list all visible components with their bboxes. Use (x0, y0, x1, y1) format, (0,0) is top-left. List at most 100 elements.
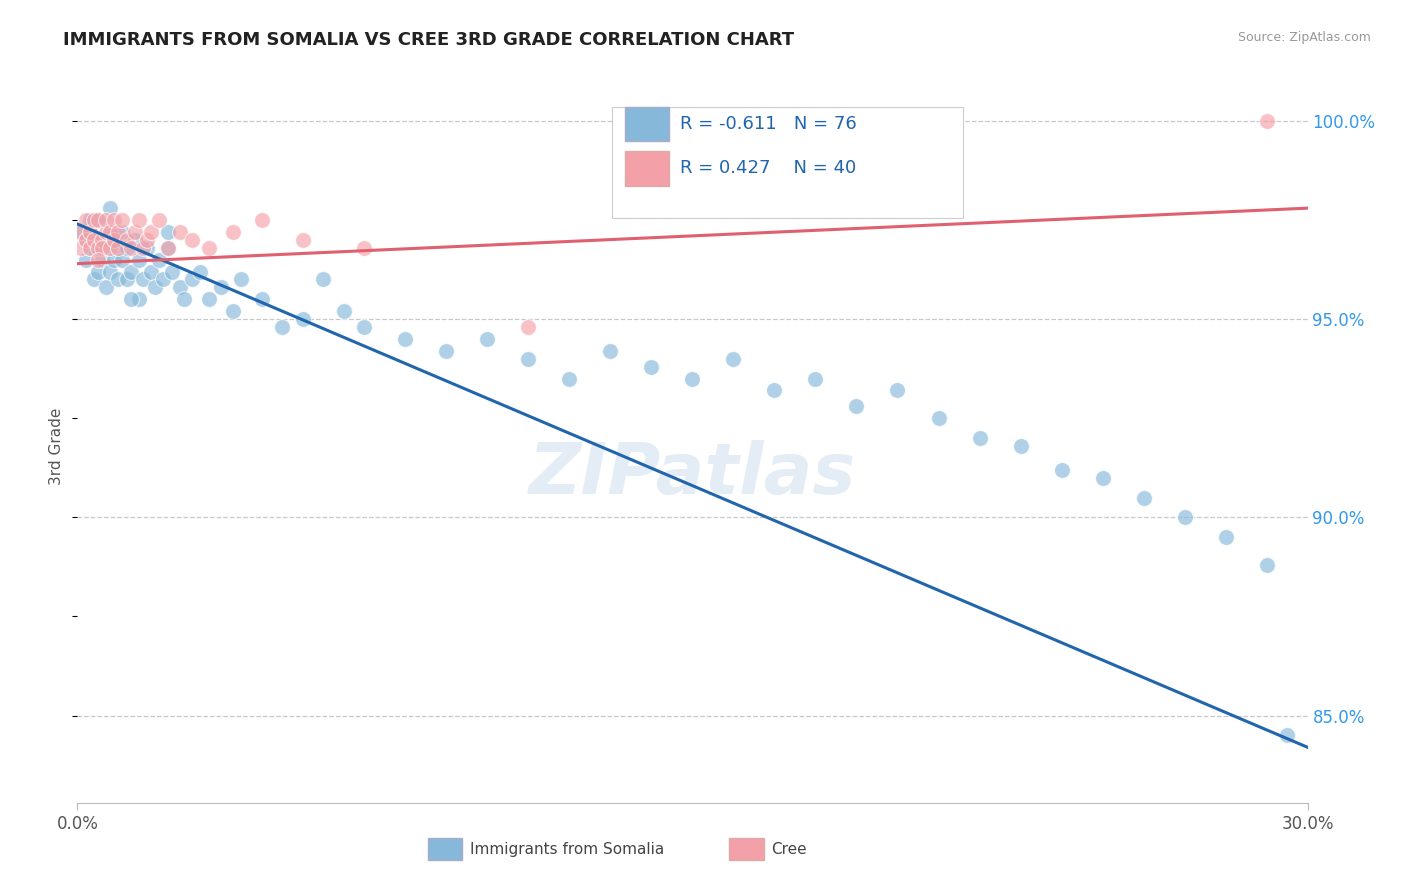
Point (70, 225, 93, 239)
Point (188, 264, 212, 278)
Point (124, 233, 146, 247)
Point (333, 304, 356, 318)
Point (928, 411, 950, 425)
Point (70, 241, 93, 255)
Point (1215, 530, 1237, 544)
FancyBboxPatch shape (613, 107, 963, 218)
Point (83, 272, 105, 286)
Point (111, 213, 134, 227)
Point (181, 272, 204, 286)
Point (79, 241, 101, 255)
Point (132, 272, 155, 286)
Point (148, 213, 170, 227)
Point (87, 252, 110, 267)
Point (87, 213, 110, 227)
Point (107, 241, 129, 255)
Point (124, 225, 146, 239)
Point (394, 332, 416, 346)
Point (231, 272, 253, 286)
Point (79, 241, 101, 255)
Text: R = -0.611   N = 76: R = -0.611 N = 76 (681, 115, 856, 133)
Point (107, 241, 129, 255)
Point (1091, 471, 1114, 485)
Point (120, 264, 142, 278)
Point (83, 213, 105, 227)
Point (558, 371, 581, 385)
Point (845, 400, 868, 414)
Point (90, 241, 114, 255)
Point (312, 272, 335, 286)
Point (98, 241, 121, 255)
Point (87, 264, 110, 278)
Point (90, 252, 114, 267)
Point (120, 241, 142, 255)
Point (141, 225, 163, 239)
Point (156, 241, 179, 255)
Point (75, 252, 97, 267)
FancyBboxPatch shape (730, 838, 763, 860)
Text: Source: ZipAtlas.com: Source: ZipAtlas.com (1237, 31, 1371, 45)
Point (222, 304, 245, 318)
Point (1050, 463, 1073, 477)
Point (79, 225, 101, 239)
FancyBboxPatch shape (624, 152, 669, 186)
Point (291, 233, 314, 247)
Point (250, 213, 273, 227)
Point (156, 241, 179, 255)
Point (599, 343, 621, 358)
Point (107, 225, 129, 239)
Point (156, 225, 179, 239)
Text: IMMIGRANTS FROM SOMALIA VS CREE 3RD GRADE CORRELATION CHART: IMMIGRANTS FROM SOMALIA VS CREE 3RD GRAD… (63, 31, 794, 49)
Point (94, 213, 117, 227)
Point (70, 225, 93, 239)
Point (107, 272, 129, 286)
Point (141, 264, 163, 278)
Point (173, 293, 195, 307)
Point (353, 320, 375, 334)
Point (79, 225, 101, 239)
Point (90, 233, 114, 247)
Point (143, 280, 166, 294)
Point (75, 233, 97, 247)
Point (103, 252, 125, 267)
Point (132, 241, 155, 255)
Point (517, 351, 540, 366)
Point (75, 233, 97, 247)
Point (1256, 558, 1278, 572)
Point (1132, 491, 1154, 505)
Point (682, 371, 704, 385)
Point (83, 241, 105, 255)
Point (98, 225, 121, 239)
Point (115, 233, 138, 247)
Point (115, 241, 138, 255)
Point (517, 320, 540, 334)
Point (83, 233, 105, 247)
Point (436, 343, 458, 358)
Text: ZIPatlas: ZIPatlas (529, 440, 856, 509)
Point (103, 233, 125, 247)
Point (128, 293, 150, 307)
Text: R = 0.427    N = 40: R = 0.427 N = 40 (681, 160, 856, 178)
Point (128, 213, 150, 227)
Point (169, 280, 191, 294)
FancyBboxPatch shape (427, 838, 463, 860)
Text: Cree: Cree (772, 842, 807, 856)
Point (197, 293, 219, 307)
Point (181, 233, 204, 247)
Point (197, 241, 219, 255)
Point (136, 241, 159, 255)
Point (160, 264, 183, 278)
Point (98, 264, 121, 278)
Point (111, 252, 134, 267)
Y-axis label: 3rd Grade: 3rd Grade (49, 408, 65, 484)
Point (222, 225, 245, 239)
Point (477, 332, 499, 346)
Point (1174, 510, 1197, 524)
Point (291, 312, 314, 326)
Point (87, 213, 110, 227)
Point (98, 225, 121, 239)
Point (250, 293, 273, 307)
Point (136, 233, 159, 247)
Point (1256, 114, 1278, 128)
Point (94, 225, 117, 239)
